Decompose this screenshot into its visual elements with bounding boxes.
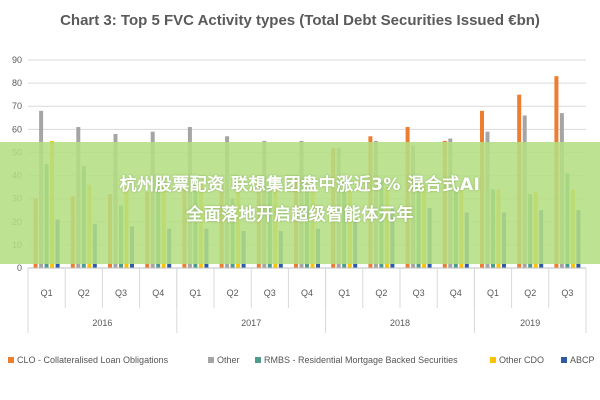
x-tick-label: Q1 [338,288,350,298]
legend-label: ABCP [570,355,595,365]
x-tick-label: Q3 [264,288,276,298]
legend-swatch [255,357,261,363]
x-group-label: 2017 [241,318,261,328]
x-tick-label: Q1 [189,288,201,298]
y-tick-label: 70 [12,101,22,111]
x-tick-label: Q4 [152,288,164,298]
x-tick-label: Q1 [41,288,53,298]
legend-item: CLO - Collateralised Loan Obligations [8,355,168,365]
x-tick-label: Q3 [413,288,425,298]
legend-swatch [208,357,214,363]
banner-line-2: 全面落地开启超级智能体元年 [186,205,414,225]
x-tick-label: Q3 [561,288,573,298]
x-tick-label: Q2 [375,288,387,298]
legend-item: Other CDO [490,355,544,365]
chart-legend: CLO - Collateralised Loan Obligations Oth… [8,355,598,369]
x-group-label: 2019 [520,318,540,328]
y-tick-label: 0 [17,263,22,273]
legend-swatch [8,357,14,363]
legend-label: CLO - Collateralised Loan Obligations [17,355,169,365]
legend-swatch [561,357,567,363]
x-tick-label: Q4 [450,288,462,298]
overlay-banner [0,142,600,264]
legend-label: RMBS - Residential Mortgage Backed Secur… [264,355,458,365]
x-tick-label: Q2 [227,288,239,298]
legend-label: Other [217,355,240,365]
overlay-banner-text: 杭州股票配资 联想集团盘中涨近3% 混合式AI 全面落地开启超级智能体元年 [0,170,600,230]
x-tick-label: Q2 [524,288,536,298]
x-group-label: 2016 [92,318,112,328]
legend-item: Other [208,355,240,365]
x-group-label: 2018 [390,318,410,328]
legend-item: RMBS - Residential Mortgage Backed Secur… [255,355,458,365]
chart-title: Chart 3: Top 5 FVC Activity types (Total… [60,12,540,29]
x-tick-label: Q3 [115,288,127,298]
x-tick-label: Q4 [301,288,313,298]
y-tick-label: 90 [12,55,22,65]
y-tick-label: 80 [12,78,22,88]
x-tick-label: Q2 [78,288,90,298]
legend-item: ABCP [561,355,595,365]
legend-label: Other CDO [499,355,545,365]
x-tick-label: Q1 [487,288,499,298]
banner-line-1: 杭州股票配资 联想集团盘中涨近3% 混合式AI [119,175,481,195]
y-tick-label: 60 [12,124,22,134]
legend-swatch [490,357,496,363]
